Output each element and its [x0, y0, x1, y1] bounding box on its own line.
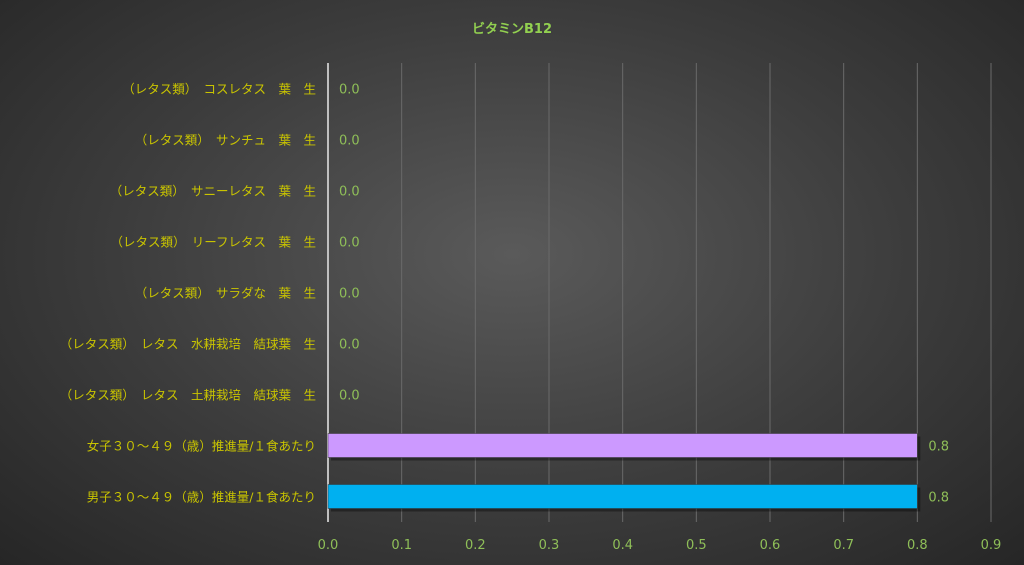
x-tick-label: 0.4 [612, 538, 633, 553]
category-label: （レタス類） コスレタス 葉 生 [122, 82, 316, 97]
data-label: 0.0 [339, 389, 360, 404]
category-label: （レタス類） リーフレタス 葉 生 [110, 235, 316, 250]
bar [327, 484, 918, 509]
x-tick-label: 0.1 [391, 538, 412, 553]
chart-title: ビタミンB12 [472, 21, 552, 37]
category-label: （レタス類） サンチュ 葉 生 [135, 133, 316, 148]
data-label: 0.0 [339, 338, 360, 353]
category-label: （レタス類） レタス 土耕栽培 結球葉 生 [60, 388, 316, 403]
x-tick-label: 0.8 [907, 538, 928, 553]
category-label: （レタス類） サラダな 葉 生 [135, 286, 316, 301]
data-label: 0.8 [928, 440, 949, 455]
x-tick-label: 0.9 [981, 538, 1002, 553]
x-tick-label: 0.7 [833, 538, 854, 553]
data-label: 0.8 [928, 491, 949, 506]
category-label: 男子３０～４９（歳）推進量/１食あたり [87, 490, 316, 505]
x-tick-label: 0.2 [465, 538, 486, 553]
category-label: （レタス類） レタス 水耕栽培 結球葉 生 [60, 337, 316, 352]
x-tick-label: 0.0 [318, 538, 339, 553]
x-tick-label: 0.3 [539, 538, 560, 553]
data-label: 0.0 [339, 185, 360, 200]
x-tick-label: 0.6 [760, 538, 781, 553]
data-label: 0.0 [339, 236, 360, 251]
x-tick-label: 0.5 [686, 538, 707, 553]
bar [327, 433, 918, 458]
data-label: 0.0 [339, 134, 360, 149]
category-label: （レタス類） サニーレタス 葉 生 [110, 184, 316, 199]
category-label: 女子３０～４９（歳）推進量/１食あたり [87, 439, 316, 454]
data-label: 0.0 [339, 287, 360, 302]
data-label: 0.0 [339, 83, 360, 98]
